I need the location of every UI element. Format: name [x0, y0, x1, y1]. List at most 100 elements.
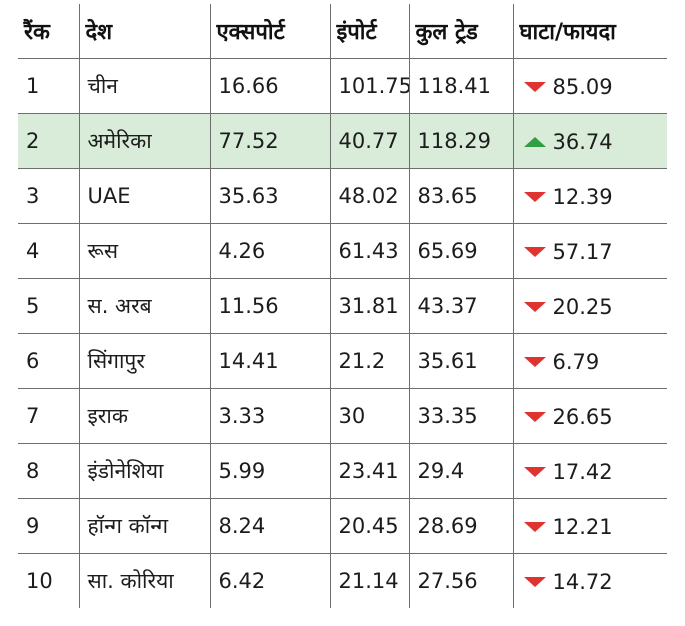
table-row: 3 UAE 35.63 48.02 83.65 12.39	[18, 168, 667, 224]
import-cell: 23.41	[329, 443, 410, 499]
rank-cell: 6	[18, 333, 80, 389]
country-cell: सा. कोरिया	[78, 553, 211, 608]
total-trade-cell: 65.69	[408, 223, 514, 279]
delta-value: 85.09	[552, 75, 613, 99]
delta-value: 6.79	[552, 350, 600, 374]
import-cell: 61.43	[329, 223, 410, 279]
export-cell: 4.26	[209, 223, 331, 279]
deficit-surplus-cell: 20.25	[512, 278, 667, 334]
total-trade-cell: 118.41	[408, 58, 514, 114]
delta-value: 14.72	[552, 570, 613, 594]
total-trade-cell: 33.35	[408, 388, 514, 444]
triangle-down-icon	[523, 357, 546, 367]
deficit-surplus-cell: 14.72	[512, 553, 667, 608]
header-deficit-surplus: घाटा/फायदा	[512, 4, 667, 59]
total-trade-cell: 27.56	[408, 553, 514, 608]
delta-value-group: 85.09	[522, 75, 613, 99]
deficit-surplus-cell: 17.42	[512, 443, 667, 499]
table-row: 1 चीन 16.66 101.75 118.41 85.09	[18, 58, 667, 114]
deficit-surplus-cell: 26.65	[512, 388, 667, 444]
total-trade-cell: 29.4	[408, 443, 514, 499]
delta-value: 20.25	[552, 295, 613, 319]
import-cell: 40.77	[329, 113, 410, 169]
import-cell: 21.14	[329, 553, 410, 608]
table-row: 5 स. अरब 11.56 31.81 43.37 20.25	[18, 278, 667, 334]
triangle-down-icon	[523, 302, 546, 312]
triangle-down-icon	[523, 577, 546, 587]
country-cell: अमेरिका	[78, 113, 211, 169]
table-row: 2 अमेरिका 77.52 40.77 118.29 36.74	[18, 113, 667, 169]
delta-value-group: 17.42	[522, 460, 613, 484]
table-row: 4 रूस 4.26 61.43 65.69 57.17	[18, 223, 667, 279]
country-cell: इराक	[78, 388, 211, 444]
rank-cell: 3	[18, 168, 80, 224]
export-cell: 3.33	[209, 388, 331, 444]
header-row: रैंक देश एक्सपोर्ट इंपोर्ट कुल ट्रेड घाट…	[18, 4, 667, 59]
import-cell: 101.75	[329, 58, 410, 114]
triangle-up-icon	[523, 137, 546, 147]
rank-cell: 10	[18, 553, 80, 608]
export-cell: 5.99	[209, 443, 331, 499]
country-cell: रूस	[78, 223, 211, 279]
total-trade-cell: 28.69	[408, 498, 514, 554]
deficit-surplus-cell: 36.74	[512, 113, 667, 169]
header-rank: रैंक	[18, 4, 80, 59]
table-body: 1 चीन 16.66 101.75 118.41 85.09 2 अमेरिका 77.52 4…	[18, 58, 667, 608]
delta-value: 12.39	[552, 185, 613, 209]
delta-value: 36.74	[552, 130, 613, 154]
delta-value-group: 26.65	[522, 405, 613, 429]
rank-cell: 5	[18, 278, 80, 334]
export-cell: 16.66	[209, 58, 331, 114]
import-cell: 21.2	[329, 333, 410, 389]
delta-value-group: 36.74	[522, 130, 613, 154]
total-trade-cell: 35.61	[408, 333, 514, 389]
delta-value-group: 6.79	[522, 350, 600, 374]
table-row: 7 इराक 3.33 30 33.35 26.65	[18, 388, 667, 444]
deficit-surplus-cell: 57.17	[512, 223, 667, 279]
deficit-surplus-cell: 6.79	[512, 333, 667, 389]
rank-cell: 8	[18, 443, 80, 499]
triangle-down-icon	[523, 467, 546, 477]
rank-cell: 9	[18, 498, 80, 554]
rank-cell: 2	[18, 113, 80, 169]
header-import: इंपोर्ट	[329, 4, 410, 59]
trade-table: रैंक देश एक्सपोर्ट इंपोर्ट कुल ट्रेड घाट…	[18, 4, 667, 608]
total-trade-cell: 43.37	[408, 278, 514, 334]
delta-value-group: 14.72	[522, 570, 613, 594]
country-cell: चीन	[78, 58, 211, 114]
trade-table-container: रैंक देश एक्सपोर्ट इंपोर्ट कुल ट्रेड घाट…	[18, 4, 667, 608]
export-cell: 77.52	[209, 113, 331, 169]
triangle-down-icon	[523, 522, 546, 532]
table-row: 6 सिंगापुर 14.41 21.2 35.61 6.79	[18, 333, 667, 389]
country-cell: हॉन्ग कॉन्ग	[78, 498, 211, 554]
country-cell: इंडोनेशिया	[78, 443, 211, 499]
country-cell: UAE	[78, 168, 211, 224]
triangle-down-icon	[523, 82, 546, 92]
export-cell: 8.24	[209, 498, 331, 554]
export-cell: 35.63	[209, 168, 331, 224]
delta-value-group: 20.25	[522, 295, 613, 319]
deficit-surplus-cell: 12.21	[512, 498, 667, 554]
country-cell: स. अरब	[78, 278, 211, 334]
header-export: एक्सपोर्ट	[209, 4, 331, 59]
country-cell: सिंगापुर	[78, 333, 211, 389]
header-country: देश	[78, 4, 211, 59]
import-cell: 31.81	[329, 278, 410, 334]
delta-value-group: 12.39	[522, 185, 613, 209]
import-cell: 30	[329, 388, 410, 444]
table-row: 9 हॉन्ग कॉन्ग 8.24 20.45 28.69 12.21	[18, 498, 667, 554]
header-total-trade: कुल ट्रेड	[408, 4, 514, 59]
delta-value-group: 12.21	[522, 515, 613, 539]
import-cell: 20.45	[329, 498, 410, 554]
export-cell: 11.56	[209, 278, 331, 334]
export-cell: 14.41	[209, 333, 331, 389]
triangle-down-icon	[523, 247, 546, 257]
table-row: 10 सा. कोरिया 6.42 21.14 27.56 14.72	[18, 553, 667, 608]
import-cell: 48.02	[329, 168, 410, 224]
delta-value: 57.17	[552, 240, 613, 264]
delta-value: 26.65	[552, 405, 613, 429]
triangle-down-icon	[523, 192, 546, 202]
deficit-surplus-cell: 12.39	[512, 168, 667, 224]
delta-value: 12.21	[552, 515, 613, 539]
rank-cell: 1	[18, 58, 80, 114]
